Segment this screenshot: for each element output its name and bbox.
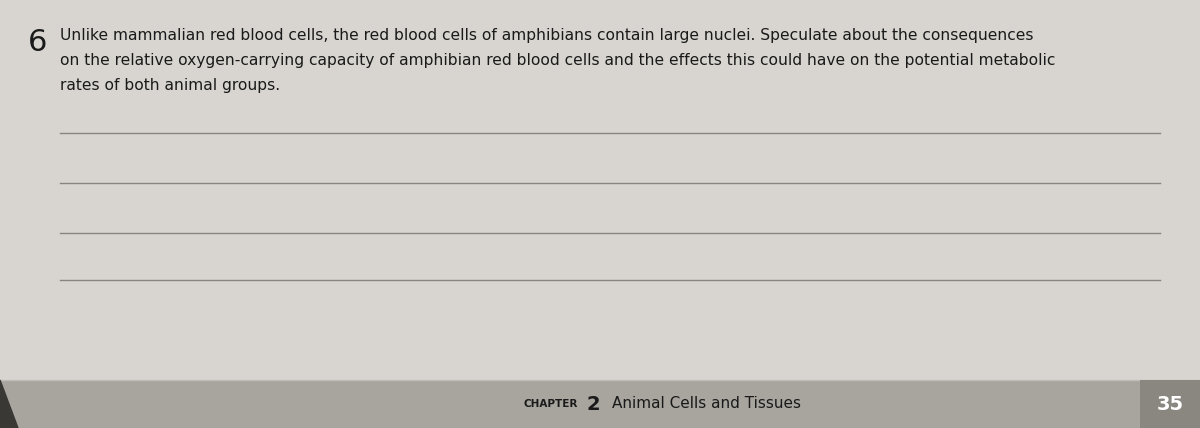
Bar xyxy=(1140,380,1200,428)
Text: rates of both animal groups.: rates of both animal groups. xyxy=(60,78,280,93)
Bar xyxy=(0,380,1200,428)
Text: on the relative oxygen-carrying capacity of amphibian red blood cells and the ef: on the relative oxygen-carrying capacity… xyxy=(60,53,1055,68)
Text: Animal Cells and Tissues: Animal Cells and Tissues xyxy=(612,396,802,411)
Text: Unlike mammalian red blood cells, the red blood cells of amphibians contain larg: Unlike mammalian red blood cells, the re… xyxy=(60,28,1033,43)
Text: 6: 6 xyxy=(28,28,47,57)
Text: 2: 2 xyxy=(586,395,600,413)
Polygon shape xyxy=(0,380,18,428)
Text: 35: 35 xyxy=(1157,395,1183,413)
Text: CHAPTER: CHAPTER xyxy=(523,399,578,409)
